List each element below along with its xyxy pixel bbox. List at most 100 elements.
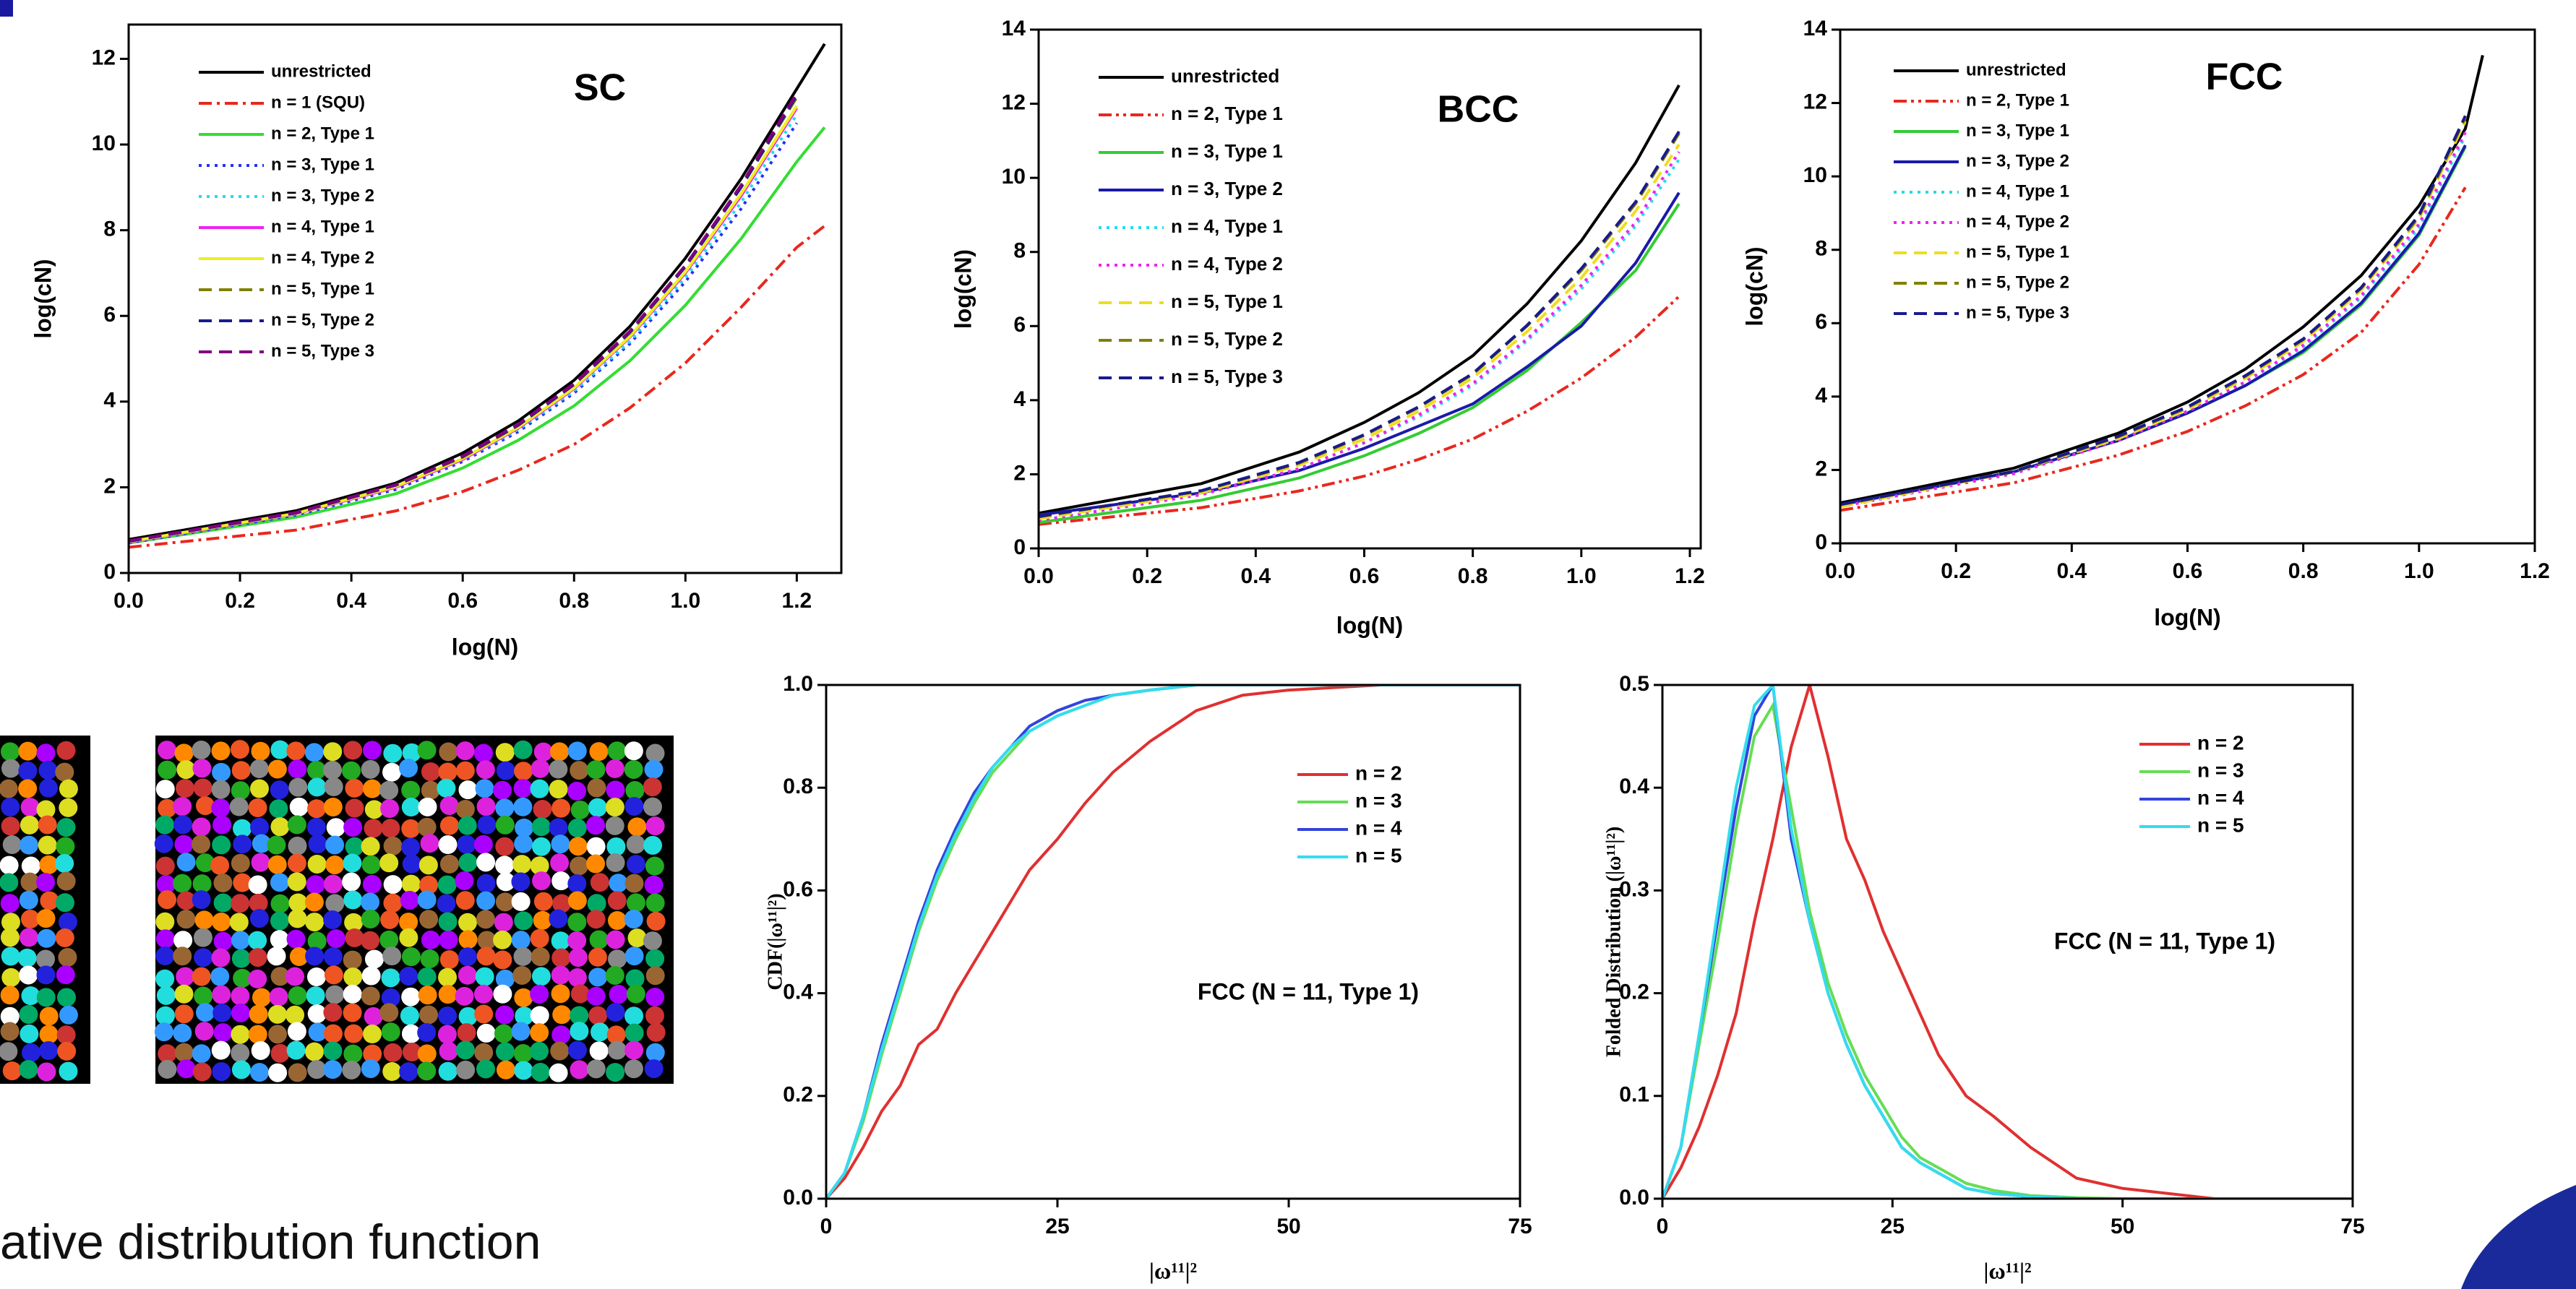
sphere [344,913,364,932]
sphere [248,1025,267,1044]
sphere [361,1059,380,1079]
sphere [362,741,382,760]
sphere [550,742,570,762]
sphere [18,762,38,781]
sphere [401,987,421,1006]
sphere [513,1044,533,1064]
legend-label: n = 3, Type 2 [271,186,374,205]
sphere [399,928,418,947]
legend-label: n = 2, Type 1 [1966,90,2069,110]
sphere [249,779,269,798]
sphere [609,874,628,893]
sphere [607,1040,627,1060]
sphere [417,741,437,760]
x-tick-label: 1.2 [782,589,812,613]
sphere [570,984,590,1004]
sphere [56,988,76,1007]
sphere [625,969,645,988]
sphere [343,1044,363,1064]
x-tick-label: 0 [820,1215,833,1238]
sphere [551,984,570,1004]
sphere [345,778,364,798]
sphere [251,741,270,761]
sphere [342,872,361,892]
sphere [476,760,495,780]
x-tick-label: 0.8 [2288,559,2319,583]
x-tick-label: 75 [1508,1215,1532,1238]
legend-label: n = 4 [2197,786,2244,809]
sphere [173,874,192,893]
sphere [287,872,306,892]
sphere [570,1060,589,1079]
sphere [38,815,57,835]
sphere [252,834,271,853]
legend-label: n = 5 [2197,814,2244,836]
sphere [439,816,459,835]
sphere [248,948,267,967]
sphere [154,1022,173,1042]
sphere [379,1003,399,1022]
sphere [2,1061,22,1081]
legend-label: n = 5, Type 1 [1966,242,2069,262]
sphere [533,800,552,819]
sphere [38,760,58,780]
series-line [129,126,826,545]
sphere [458,853,478,872]
sphere [645,856,664,876]
sphere [155,815,175,835]
sphere [233,873,252,892]
sphere [513,797,533,816]
sphere [267,759,287,779]
sphere [455,891,475,910]
sphere [362,1025,382,1044]
y-axis-label: log(cN) [1741,246,1767,326]
legend-label: n = 4, Type 1 [271,217,374,236]
sphere [587,778,606,798]
sphere [287,815,306,835]
sphere [419,910,439,929]
series-line [1662,685,2353,1199]
sphere [551,871,571,891]
sphere [549,818,568,837]
sphere [156,986,176,1005]
sphere [19,890,38,910]
sphere [1,913,20,932]
x-tick-label: 0.8 [559,589,589,613]
sphere [417,1044,437,1064]
sphere [286,1040,306,1060]
sphere [213,873,233,892]
sphere [37,1062,56,1082]
sphere [269,987,288,1006]
sphere [56,1025,76,1045]
series-line [129,105,799,543]
sphere [212,815,232,835]
sphere [379,930,399,949]
sphere [530,856,549,876]
series-line [129,96,799,543]
x-tick-label: 25 [1881,1215,1905,1238]
sphere [513,740,533,759]
series-line [1039,84,1680,515]
sphere [495,798,515,818]
legend-label: n = 5, Type 3 [1171,366,1283,387]
sphere [192,967,211,986]
sphere [567,913,587,932]
sphere [270,740,290,759]
sphere [287,853,306,873]
sphere [587,894,606,913]
legend-label: n = 4 [1355,816,1402,839]
sphere [401,819,421,838]
y-tick-label: 6 [1013,313,1026,337]
sphere [155,1006,175,1025]
sphere [495,1005,515,1025]
sphere [645,743,665,763]
sphere [457,1023,476,1043]
sphere [345,837,364,856]
sphere [250,1063,270,1082]
y-tick-label: 6 [1815,310,1827,334]
sphere [455,871,474,891]
sphere [1,967,21,987]
sphere [361,855,381,874]
sphere [158,760,177,780]
sphere [174,1004,194,1024]
